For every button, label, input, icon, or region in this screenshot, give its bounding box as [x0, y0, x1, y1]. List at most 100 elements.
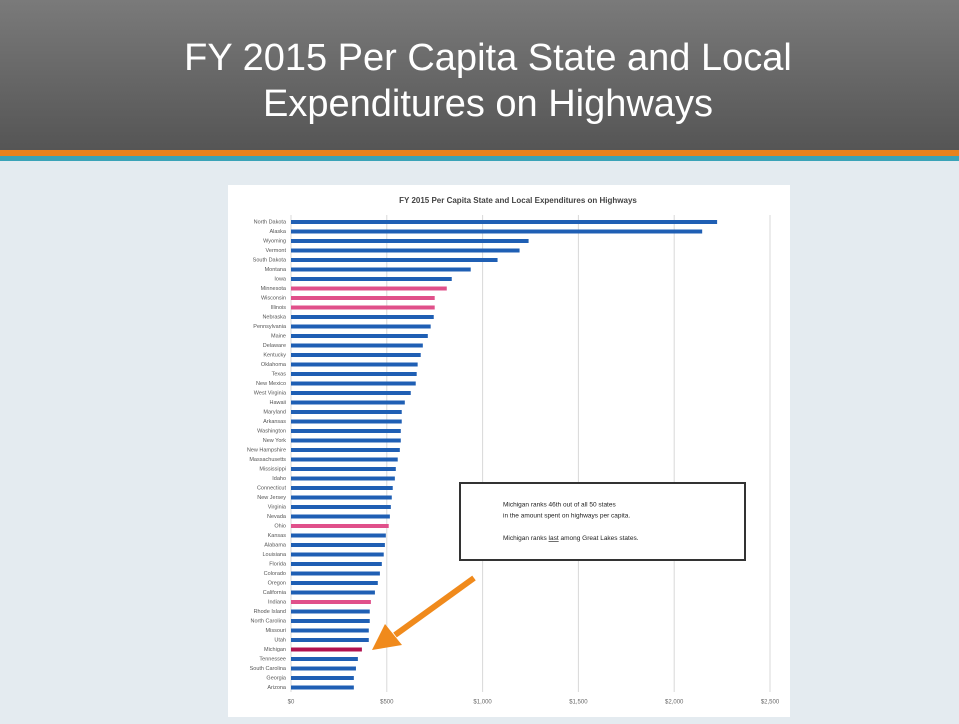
bar — [291, 581, 378, 585]
bar — [291, 685, 354, 690]
y-tick-label: Hawaii — [269, 400, 286, 406]
bar — [291, 552, 384, 557]
annotation-text: Michigan ranks 46th out of all 50 states — [503, 502, 616, 509]
bar — [291, 305, 435, 310]
bar — [291, 277, 452, 281]
y-tick-label: New Hampshire — [247, 447, 286, 453]
y-tick-label: Delaware — [263, 343, 286, 349]
y-tick-label: Maine — [271, 333, 286, 339]
bar — [291, 619, 370, 623]
y-tick-label: New York — [263, 438, 286, 444]
bar — [291, 410, 402, 414]
x-tick-label: $2,000 — [665, 700, 684, 706]
y-tick-label: Ohio — [274, 523, 286, 529]
bar — [291, 666, 356, 671]
y-tick-label: North Carolina — [251, 618, 287, 624]
arrow-head — [372, 624, 402, 650]
y-tick-label: Nevada — [267, 514, 287, 520]
header — [0, 0, 959, 150]
y-tick-label: Michigan — [264, 647, 286, 653]
bar — [291, 514, 390, 519]
bar — [291, 543, 385, 547]
y-tick-label: Nebraska — [262, 314, 286, 320]
bar — [291, 638, 369, 642]
y-tick-label: Maryland — [263, 409, 286, 415]
bar — [291, 315, 434, 319]
bar — [291, 229, 703, 234]
bar — [291, 400, 405, 405]
y-tick-label: Idaho — [272, 476, 286, 482]
bar — [291, 495, 392, 500]
stripe — [0, 150, 959, 156]
bar — [291, 343, 423, 348]
x-tick-label: $1,500 — [569, 700, 588, 706]
bar — [291, 467, 396, 471]
bar — [291, 562, 382, 566]
y-tick-label: South Carolina — [250, 666, 287, 672]
slide-title: Expenditures on Highways — [263, 83, 713, 125]
bar — [291, 590, 375, 595]
bar — [291, 381, 416, 386]
y-tick-label: Colorado — [264, 571, 286, 577]
bar — [291, 429, 401, 433]
y-tick-label: Tennessee — [259, 656, 286, 662]
bar — [291, 248, 520, 253]
bar — [291, 334, 428, 338]
bar — [291, 286, 447, 291]
y-tick-label: Mississippi — [259, 466, 286, 472]
bar — [291, 600, 371, 604]
bar — [291, 220, 718, 224]
bar — [291, 457, 398, 462]
x-tick-label: $1,000 — [473, 700, 492, 706]
y-tick-label: New Jersey — [257, 495, 286, 501]
bar — [291, 571, 380, 576]
bar — [291, 476, 395, 481]
y-tick-label: Rhode Island — [254, 609, 286, 615]
bar — [291, 324, 431, 329]
annotation-text: among Great Lakes states. — [559, 535, 639, 542]
annotation-text: in the amount spent on highways per capi… — [503, 513, 630, 520]
y-tick-label: Indiana — [268, 599, 287, 605]
y-tick-label: South Dakota — [253, 257, 287, 263]
bar — [291, 676, 354, 680]
y-tick-label: Oregon — [268, 580, 286, 586]
y-tick-label: Alabama — [264, 542, 287, 548]
y-tick-label: West Virginia — [254, 390, 287, 396]
y-tick-label: Massachusetts — [249, 457, 286, 463]
bar — [291, 362, 418, 367]
y-tick-label: Louisiana — [262, 552, 286, 558]
y-tick-label: Oklahoma — [261, 362, 287, 368]
y-tick-label: Utah — [274, 637, 286, 643]
bar — [291, 239, 529, 243]
bar — [291, 353, 421, 357]
bar — [291, 628, 369, 633]
x-tick-label: $0 — [288, 700, 295, 706]
bar — [291, 524, 389, 528]
y-tick-label: Texas — [272, 371, 287, 377]
y-tick-label: Georgia — [266, 675, 287, 681]
arrow — [393, 575, 476, 638]
y-tick-label: Illinois — [271, 305, 287, 311]
slide-title: FY 2015 Per Capita State and Local — [184, 37, 792, 79]
bar — [291, 486, 393, 490]
y-tick-label: Missouri — [266, 628, 286, 634]
y-tick-label: Wisconsin — [261, 295, 286, 301]
bar — [291, 267, 471, 272]
y-tick-label: New Mexico — [256, 381, 286, 387]
y-tick-label: Alaska — [269, 229, 286, 235]
bar — [291, 258, 498, 262]
bar — [291, 609, 370, 614]
bar — [291, 296, 435, 300]
annotation-emphasis: last — [549, 535, 559, 542]
y-tick-label: Virginia — [268, 504, 287, 510]
bar — [291, 419, 402, 424]
y-tick-label: Arizona — [267, 685, 287, 691]
bar — [291, 372, 417, 376]
bar — [291, 438, 401, 443]
y-tick-label: Wyoming — [263, 238, 286, 244]
y-tick-label: Vermont — [266, 248, 287, 254]
y-tick-label: Kentucky — [263, 352, 286, 358]
bar — [291, 657, 358, 661]
x-tick-label: $500 — [380, 700, 394, 706]
